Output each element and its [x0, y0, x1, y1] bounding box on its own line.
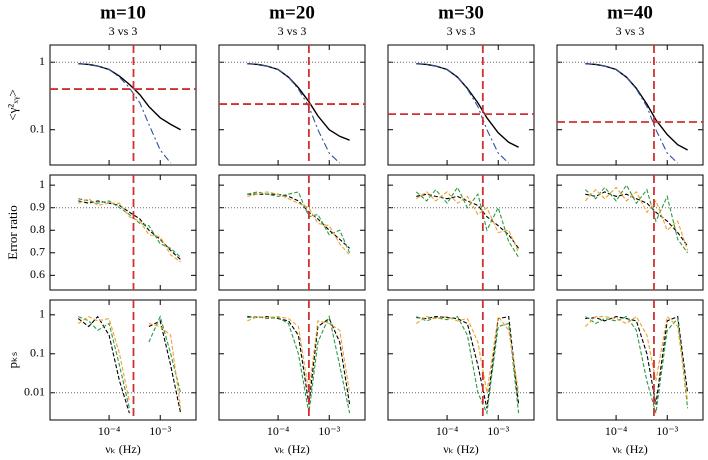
series-line — [416, 315, 520, 409]
panel-frame — [49, 299, 197, 421]
series-line — [247, 63, 350, 141]
column-subtitle: 3 vs 3 — [447, 24, 476, 38]
y-tick-label: 0.01 — [24, 385, 45, 399]
series-line — [78, 63, 172, 164]
column-title: m=20 — [269, 2, 315, 23]
series-line — [416, 193, 520, 249]
x-tick-label: 10⁻³ — [318, 424, 340, 438]
series-line — [78, 200, 181, 261]
column-title: m=40 — [607, 2, 653, 23]
series-line — [247, 191, 351, 256]
panel-frame — [556, 44, 704, 166]
y-tick-label: 0.1 — [30, 346, 45, 360]
panel-frame — [387, 44, 535, 166]
panel-frame — [556, 299, 704, 421]
panel-frame — [556, 174, 704, 291]
series-line — [584, 315, 689, 414]
y-tick-label: 0.9 — [30, 199, 45, 213]
series-line — [77, 315, 182, 409]
panel-frame — [218, 299, 366, 421]
x-tick-label: 10⁻³ — [487, 424, 509, 438]
x-tick-label: 10⁻³ — [149, 424, 171, 438]
y-axis-label: pₖₛ — [5, 351, 20, 368]
column-subtitle: 3 vs 3 — [616, 24, 645, 38]
x-axis-label: νₖ (Hz) — [443, 442, 479, 456]
series-line — [247, 191, 351, 254]
y-tick-label: 1 — [39, 177, 45, 191]
series-line — [247, 193, 350, 249]
y-tick-label: 0.1 — [30, 121, 45, 135]
series-line — [585, 191, 689, 247]
series-line — [415, 186, 520, 258]
panel-frame — [387, 174, 535, 291]
y-axis-label: Error ratio — [5, 205, 20, 260]
series-line — [247, 63, 341, 164]
y-tick-label: 0.6 — [30, 267, 45, 281]
x-axis-label: νₖ (Hz) — [612, 442, 648, 456]
x-tick-label: 10⁻³ — [656, 424, 678, 438]
series-line — [585, 63, 688, 151]
series-line — [247, 316, 351, 393]
x-axis-label: νₖ (Hz) — [105, 442, 141, 456]
x-tick-label: 10⁻⁴ — [98, 424, 121, 438]
column-subtitle: 3 vs 3 — [278, 24, 307, 38]
series-line — [584, 186, 689, 251]
series-line — [415, 315, 520, 393]
x-axis-label: νₖ (Hz) — [274, 442, 310, 456]
x-tick-label: 10⁻⁴ — [267, 424, 290, 438]
y-tick-label: 1 — [39, 54, 45, 68]
series-line — [584, 184, 689, 254]
panel-frame — [49, 174, 197, 291]
panel-frame — [218, 44, 366, 166]
series-line — [247, 314, 351, 414]
series-line — [77, 315, 182, 414]
y-tick-label: 1 — [39, 307, 45, 321]
series-line — [584, 315, 689, 402]
y-axis-label: <γ²ₓᵧ> — [5, 89, 21, 121]
series-line — [416, 315, 520, 416]
series-line — [78, 63, 181, 131]
series-line — [585, 63, 679, 164]
y-tick-label: 0.7 — [30, 245, 45, 259]
panel-frame — [218, 174, 366, 291]
column-title: m=30 — [438, 2, 484, 23]
x-tick-label: 10⁻⁴ — [436, 424, 459, 438]
x-tick-label: 10⁻⁴ — [605, 424, 628, 438]
y-tick-label: 0.8 — [30, 222, 45, 236]
column-subtitle: 3 vs 3 — [109, 24, 138, 38]
series-line — [247, 316, 351, 405]
panel-frame — [387, 299, 535, 421]
column-title: m=10 — [100, 2, 146, 23]
series-line — [415, 191, 520, 254]
panel-frame — [49, 44, 197, 166]
series-line — [78, 198, 181, 263]
series-line — [78, 198, 181, 258]
series-line — [416, 63, 519, 148]
